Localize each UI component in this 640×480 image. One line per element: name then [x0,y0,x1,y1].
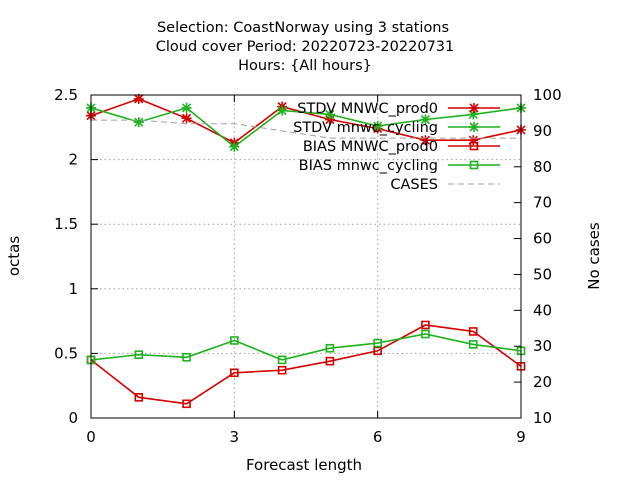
y2-tick-label: 50 [533,265,552,283]
y-tick-label: 2.5 [54,86,78,104]
y-tick-label: 2 [68,151,78,169]
data-point [325,356,335,366]
data-point [420,114,431,125]
x-tick-label: 3 [230,428,240,446]
series-line [90,324,522,405]
plot-frame [90,94,522,419]
data-point [421,320,430,330]
data-point [133,117,144,128]
legend-label: STDV MNWC_prod0 [297,101,438,117]
data-point [325,343,335,353]
data-point [277,355,287,365]
y2-tick-label: 30 [533,337,552,355]
series-line [91,119,521,139]
legend-label: BIAS MNWC_prod0 [303,139,438,155]
data-point [230,336,239,345]
x-tick-label: 0 [86,428,96,446]
data-point [420,135,431,146]
legend-marker [469,141,479,151]
legend-label: CASES [390,177,438,193]
legend-label: STDV mnwc_cycling [293,120,438,136]
legend: STDV MNWC_prod0 STDV mnwc_cycling BIAS MNW… [293,101,500,193]
y2-tick-label: 20 [533,373,552,391]
y2-tick-label: 100 [533,86,562,104]
y2-tick-label: 90 [533,122,552,140]
x-tick-label: 9 [516,428,526,446]
series-3 [86,329,526,365]
data-point [230,368,239,378]
y-tick-label: 0.5 [54,344,78,362]
legend-marker [469,160,479,170]
y2-axis-title: No cases [585,222,603,290]
x-axis-title: Forecast length [246,456,362,474]
data-point [468,109,479,120]
data-point [468,135,479,146]
y2-tick-label: 40 [533,301,552,319]
chart-title-line-1: Selection: CoastNorway using 3 stations [157,20,449,36]
y2-tick-label: 60 [533,230,552,248]
y-tick-label: 1 [68,280,78,298]
legend-marker [469,103,479,113]
legend-label: BIAS mnwc_cycling [299,158,438,174]
axis-ticks: 0 0.5 1 1.5 2 2.5 10 20 30 40 50 60 70 80 90 100 0 3 6 9 [54,86,562,446]
data-point [133,93,144,104]
chart-title-line-2: Cloud cover Period: 20220723-20220731 [156,39,455,55]
series-line [90,333,522,361]
y2-tick-label: 10 [533,409,552,427]
y-tick-label: 1.5 [54,215,78,233]
data-point [324,109,335,120]
data-point [181,113,192,124]
data-point [181,102,192,113]
data-point [134,393,144,402]
data-point [373,338,382,348]
y-axis-title: octas [5,236,23,276]
data-point [182,352,191,362]
series-4 [91,119,521,139]
data-point [229,141,240,152]
y2-tick-label: 80 [533,158,552,176]
series-line [90,107,522,148]
data-point [421,329,430,339]
series-2 [86,320,526,409]
y2-tick-label: 70 [533,194,552,212]
data-point [277,105,288,116]
y-tick-label: 0 [68,409,78,427]
x-tick-label: 6 [373,428,383,446]
data-point [134,350,144,359]
data-point [324,114,335,125]
data-point [372,121,383,132]
data-point [468,327,478,336]
legend-marker [469,122,479,132]
data-point [182,399,191,409]
series-group [86,93,526,409]
chart-title-line-3: Hours: {All hours} [238,58,372,74]
data-point [277,365,287,375]
data-point [468,340,478,349]
